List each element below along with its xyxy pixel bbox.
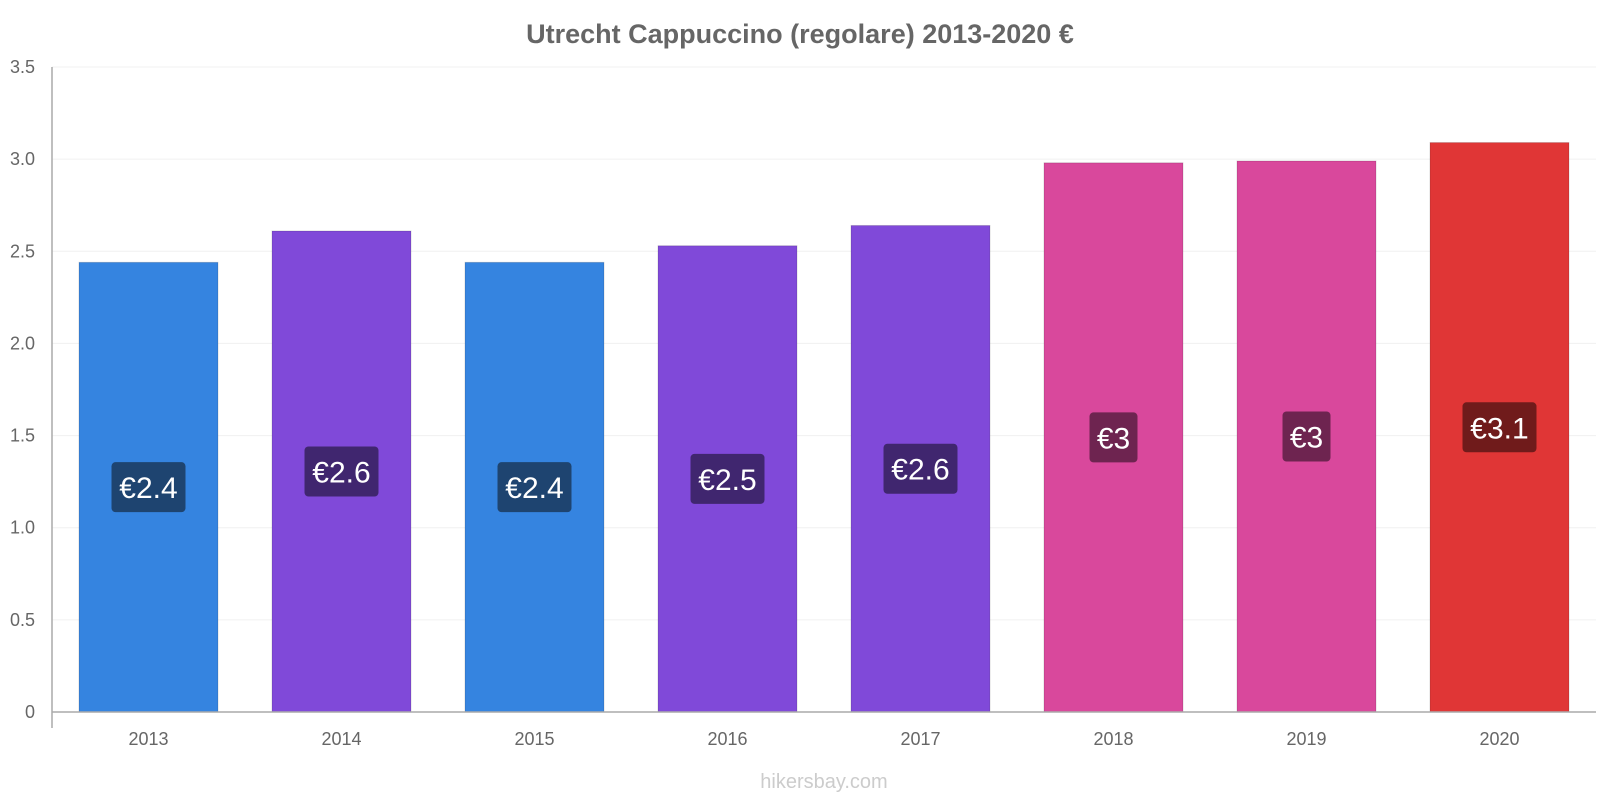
value-label-box: [1089, 412, 1138, 463]
value-label: €2.5: [698, 464, 756, 497]
value-label-box: [1462, 402, 1537, 453]
watermark: hikersbay.com: [760, 771, 887, 793]
x-tick-label: 2014: [321, 729, 361, 749]
value-label-box: [304, 446, 379, 497]
x-tick-label: 2015: [514, 729, 554, 749]
value-label-box: [1282, 411, 1331, 462]
value-label: €3.1: [1470, 412, 1528, 445]
value-label: €3: [1290, 421, 1323, 454]
value-label: €2.6: [312, 457, 370, 490]
y-tick-label: 0: [25, 702, 35, 722]
value-label: €2.4: [119, 472, 177, 505]
x-tick-label: 2019: [1286, 729, 1326, 749]
x-tick-label: 2020: [1479, 729, 1519, 749]
x-tick-label: 2017: [900, 729, 940, 749]
value-label: €3: [1097, 422, 1130, 455]
x-tick-label: 2013: [128, 729, 168, 749]
chart-title: Utrecht Cappuccino (regolare) 2013-2020 …: [526, 19, 1074, 49]
value-label-box: [690, 453, 765, 504]
y-tick-label: 2.0: [10, 333, 35, 353]
value-label-box: [883, 443, 958, 494]
x-tick-label: 2016: [707, 729, 747, 749]
bars: €2.4 €2.6 €2.4 €2.5 €2.6 €3 €3 €3.1: [78, 142, 1570, 713]
y-tick-label: 3.5: [10, 57, 35, 77]
value-label-box: [497, 462, 572, 513]
y-tick-label: 1.0: [10, 518, 35, 538]
y-tick-label: 0.5: [10, 610, 35, 630]
value-label: €2.4: [505, 472, 563, 505]
y-tick-label: 2.5: [10, 241, 35, 261]
value-label: €2.6: [891, 454, 949, 487]
x-tick-label: 2018: [1093, 729, 1133, 749]
value-label-box: [111, 462, 186, 513]
y-tick-label: 1.5: [10, 426, 35, 446]
y-axis: 0 0.5 1.0 1.5 2.0 2.5 3.0 3.5: [10, 57, 53, 728]
y-tick-label: 3.0: [10, 149, 35, 169]
x-axis: 2013 2014 2015 2016 2017 2018 2019 2020: [52, 711, 1596, 749]
